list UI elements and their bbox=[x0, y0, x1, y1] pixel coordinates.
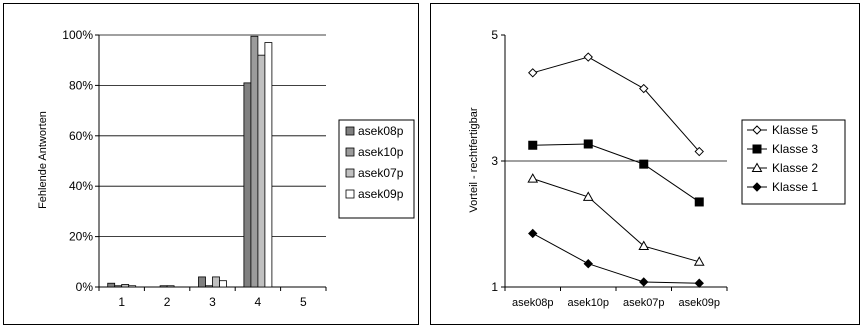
left-x-tick-label: 3 bbox=[209, 295, 216, 309]
data-point bbox=[639, 83, 649, 94]
legend-label: Klasse 2 bbox=[772, 161, 818, 175]
right-y-tick-label: 1 bbox=[491, 280, 498, 294]
bar bbox=[107, 282, 116, 288]
bar bbox=[212, 276, 220, 288]
right-y-axis-label: Vorteil - rechtfertigbar bbox=[468, 107, 480, 212]
bar bbox=[166, 285, 175, 288]
data-point bbox=[639, 277, 649, 287]
right-y-tick-label: 5 bbox=[491, 28, 498, 42]
bar bbox=[121, 284, 130, 288]
data-point bbox=[638, 240, 650, 251]
data-point bbox=[583, 258, 593, 269]
legend-label: asek09p bbox=[358, 187, 404, 201]
series-line bbox=[532, 233, 700, 284]
right-x-tick-label: asek09p bbox=[678, 297, 720, 309]
data-point bbox=[528, 228, 538, 239]
bar bbox=[250, 35, 259, 288]
right-y-tick-label: 3 bbox=[491, 154, 498, 168]
data-point bbox=[693, 256, 705, 266]
bar bbox=[264, 42, 273, 288]
data-point bbox=[694, 278, 704, 288]
left-y-tick-label: 60% bbox=[69, 129, 93, 143]
data-point bbox=[694, 197, 704, 207]
legend-label: Klasse 1 bbox=[772, 180, 818, 194]
left-x-tick-label: 5 bbox=[300, 295, 307, 309]
legend-marker bbox=[751, 162, 763, 172]
data-point bbox=[527, 173, 539, 183]
left-y-tick-label: 40% bbox=[69, 179, 93, 193]
left-x-tick-label: 1 bbox=[118, 295, 125, 309]
right-legend-box bbox=[741, 119, 846, 205]
legend-label: asek07p bbox=[358, 166, 404, 180]
data-point bbox=[528, 140, 538, 150]
series-line bbox=[532, 143, 700, 203]
data-point bbox=[583, 52, 593, 62]
bar bbox=[205, 285, 213, 288]
right-x-tick-label: asek07p bbox=[623, 297, 665, 309]
legend-marker bbox=[752, 125, 762, 135]
legend-swatch bbox=[345, 189, 355, 199]
legend-swatch bbox=[345, 168, 355, 178]
bar bbox=[114, 285, 123, 288]
series-line bbox=[532, 56, 700, 152]
bar bbox=[243, 82, 252, 288]
data-point bbox=[694, 146, 704, 157]
series-line bbox=[532, 178, 700, 263]
left-x-tick-label: 2 bbox=[164, 295, 171, 309]
left-y-tick-label: 100% bbox=[62, 28, 93, 42]
bar bbox=[159, 285, 168, 288]
bar bbox=[219, 280, 227, 288]
legend-label: asek08p bbox=[358, 124, 404, 138]
legend-label: asek10p bbox=[358, 145, 404, 159]
data-point bbox=[583, 139, 593, 149]
data-point bbox=[582, 191, 594, 201]
legend-swatch bbox=[345, 126, 355, 136]
right-x-tick-label: asek08p bbox=[512, 297, 554, 309]
bar bbox=[257, 54, 266, 288]
left-y-tick-label: 20% bbox=[69, 230, 93, 244]
bar bbox=[128, 285, 137, 288]
right-x-tick-label: asek10p bbox=[567, 297, 609, 309]
legend-swatch bbox=[345, 147, 355, 157]
left-y-tick-label: 0% bbox=[76, 280, 94, 294]
legend-label: Klasse 3 bbox=[772, 142, 818, 156]
data-point bbox=[528, 68, 538, 78]
left-y-tick-label: 80% bbox=[69, 78, 93, 92]
legend-marker bbox=[752, 182, 762, 192]
legend-marker bbox=[752, 144, 762, 154]
left-y-axis-label: Fehlende Antworten bbox=[37, 111, 49, 209]
bar bbox=[198, 276, 206, 288]
legend-label: Klasse 5 bbox=[772, 123, 818, 137]
data-point bbox=[639, 159, 649, 169]
left-x-tick-label: 4 bbox=[255, 295, 262, 309]
